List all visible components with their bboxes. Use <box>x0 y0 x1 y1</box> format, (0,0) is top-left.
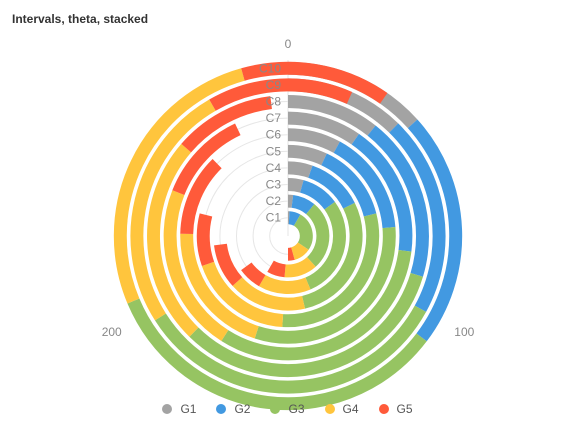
legend-label: G4 <box>342 402 359 416</box>
labels-layer: C1 C2 C3 C4 C5 C6 C7 C8 C9 C10 0 100 200 <box>102 37 475 339</box>
bar-g5-c7[interactable] <box>172 123 241 196</box>
bar-g5-c4[interactable] <box>214 243 243 286</box>
bar-g4-c1[interactable] <box>290 242 309 260</box>
bar-g5-c1[interactable] <box>287 247 295 261</box>
legend-item-g2[interactable]: G2 <box>216 402 250 416</box>
bar-g2-c9[interactable] <box>389 123 446 312</box>
bar-g5-c10[interactable] <box>241 61 388 104</box>
bar-g2-c6[interactable] <box>333 141 396 229</box>
category-label: C8 <box>266 95 282 109</box>
bar-g1-c5[interactable] <box>287 144 327 166</box>
bar-g5-c6[interactable] <box>180 159 222 235</box>
legend-swatch <box>270 404 281 414</box>
bar-g3-c9[interactable] <box>154 305 427 394</box>
bar-g4-c3[interactable] <box>259 274 311 294</box>
bar-g2-c1[interactable] <box>288 211 301 226</box>
bar-g5-c3[interactable] <box>241 262 266 287</box>
category-label: C2 <box>266 194 282 208</box>
chart-title: Intervals, theta, stacked <box>12 12 149 26</box>
bar-g3-c1[interactable] <box>293 214 313 250</box>
bar-g2-c2[interactable] <box>291 194 315 215</box>
bar-g5-c8[interactable] <box>181 96 273 153</box>
bar-g1-c3[interactable] <box>287 178 304 193</box>
bar-g4-c5[interactable] <box>201 261 284 327</box>
category-label: C10 <box>259 61 281 75</box>
bar-g4-c4[interactable] <box>232 277 306 311</box>
bar-g4-c9[interactable] <box>130 99 216 321</box>
legend-label: G5 <box>396 402 413 416</box>
legend-label: G2 <box>234 402 251 416</box>
angle-tick-label: 100 <box>454 325 474 339</box>
legend-swatch <box>162 404 173 414</box>
legend: G1 G2 G3 G4 G5 <box>0 402 575 416</box>
bar-g4-c6[interactable] <box>180 233 259 339</box>
category-label: C4 <box>266 161 282 175</box>
bar-g4-c2[interactable] <box>284 256 316 278</box>
bar-g4-c8[interactable] <box>147 143 199 337</box>
bar-g3-c6[interactable] <box>254 226 396 344</box>
legend-item-g4[interactable]: G4 <box>324 402 359 416</box>
bar-g3-c4[interactable] <box>301 202 363 309</box>
bar-g1-c6[interactable] <box>287 128 340 153</box>
category-label: C3 <box>266 178 282 192</box>
bar-g2-c7[interactable] <box>351 133 413 252</box>
bar-g2-c3[interactable] <box>299 180 335 210</box>
bar-g5-c5[interactable] <box>196 213 215 266</box>
bar-g3-c3[interactable] <box>305 201 346 290</box>
bar-g2-c8[interactable] <box>367 125 429 277</box>
legend-item-g3[interactable]: G3 <box>270 402 305 416</box>
bars-layer <box>113 61 463 411</box>
bar-g2-c10[interactable] <box>407 119 463 342</box>
bar-g1-c8[interactable] <box>287 95 376 136</box>
category-label: C7 <box>266 111 282 125</box>
legend-label: G1 <box>180 402 197 416</box>
legend-swatch <box>378 404 389 414</box>
category-label: C6 <box>266 128 282 142</box>
bar-g3-c8[interactable] <box>189 272 423 377</box>
bar-g2-c4[interactable] <box>308 165 355 209</box>
bar-g1-c4[interactable] <box>287 161 313 178</box>
category-label: C5 <box>266 144 282 158</box>
legend-label: G3 <box>288 402 305 416</box>
bar-g1-c7[interactable] <box>287 111 359 145</box>
legend-swatch <box>216 404 227 414</box>
bar-g3-c2[interactable] <box>305 204 330 267</box>
bar-g4-c7[interactable] <box>163 190 229 342</box>
legend-item-g1[interactable]: G1 <box>162 402 196 416</box>
bar-g3-c10[interactable] <box>127 298 427 411</box>
legend-swatch <box>324 404 335 414</box>
angle-tick-label: 200 <box>102 325 122 339</box>
legend-item-g5[interactable]: G5 <box>378 402 413 416</box>
bar-g5-c2[interactable] <box>267 260 286 278</box>
bar-g2-c5[interactable] <box>321 153 377 217</box>
bar-g4-c10[interactable] <box>113 68 245 304</box>
bar-g3-c7[interactable] <box>221 249 412 361</box>
angle-tick-label: 0 <box>285 37 292 51</box>
category-label: C9 <box>266 78 282 92</box>
bar-g3-c5[interactable] <box>282 213 380 328</box>
category-label: C1 <box>266 211 282 225</box>
bar-g5-c9[interactable] <box>209 78 353 111</box>
